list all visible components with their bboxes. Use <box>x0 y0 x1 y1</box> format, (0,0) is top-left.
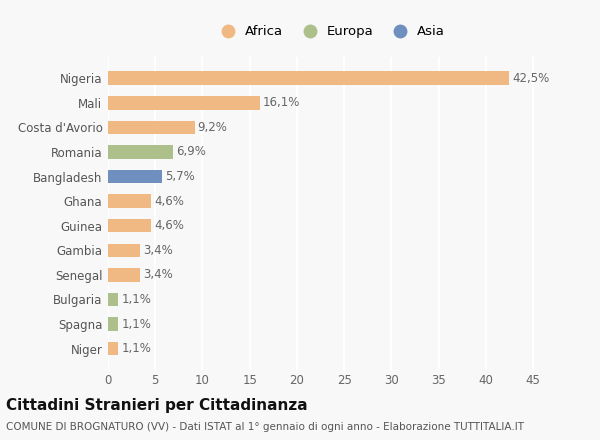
Text: 16,1%: 16,1% <box>263 96 301 109</box>
Text: Cittadini Stranieri per Cittadinanza: Cittadini Stranieri per Cittadinanza <box>6 398 308 413</box>
Bar <box>108 194 151 208</box>
Bar <box>108 219 151 232</box>
Bar <box>108 268 140 282</box>
Text: 4,6%: 4,6% <box>154 194 184 208</box>
Bar <box>108 342 118 356</box>
Text: 1,1%: 1,1% <box>121 342 151 355</box>
Text: 6,9%: 6,9% <box>176 146 206 158</box>
Text: 4,6%: 4,6% <box>154 219 184 232</box>
Bar <box>108 317 118 331</box>
Text: 42,5%: 42,5% <box>512 72 550 84</box>
Bar <box>108 96 260 110</box>
Text: 1,1%: 1,1% <box>121 318 151 330</box>
Bar <box>108 293 118 306</box>
Bar <box>108 121 195 134</box>
Bar <box>108 170 162 183</box>
Text: 9,2%: 9,2% <box>198 121 227 134</box>
Text: 1,1%: 1,1% <box>121 293 151 306</box>
Text: 3,4%: 3,4% <box>143 268 173 281</box>
Bar <box>108 145 173 159</box>
Bar <box>108 71 509 85</box>
Text: 5,7%: 5,7% <box>164 170 194 183</box>
Legend: Africa, Europa, Asia: Africa, Europa, Asia <box>209 20 451 44</box>
Text: COMUNE DI BROGNATURO (VV) - Dati ISTAT al 1° gennaio di ogni anno - Elaborazione: COMUNE DI BROGNATURO (VV) - Dati ISTAT a… <box>6 422 524 433</box>
Bar <box>108 243 140 257</box>
Text: 3,4%: 3,4% <box>143 244 173 257</box>
